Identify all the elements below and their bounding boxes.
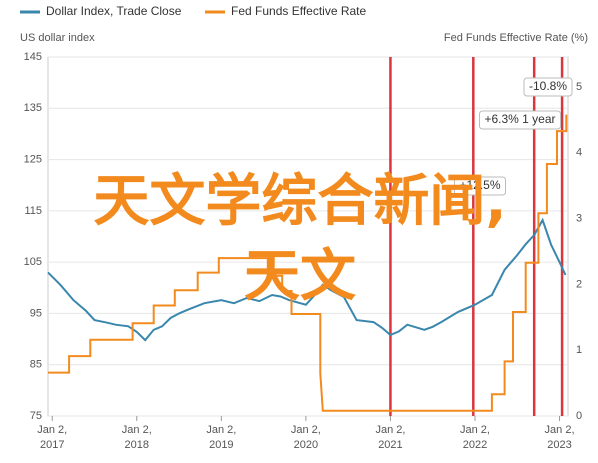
y2-tick-label: 0 bbox=[576, 410, 582, 422]
annotation: +6.3% 1 year bbox=[478, 110, 562, 130]
x-tick-label: Jan 2, 2022 bbox=[460, 424, 490, 451]
annotation: -10.8% bbox=[523, 77, 573, 97]
annotation-text: +12.5% bbox=[459, 178, 500, 192]
y2-tick-label: 1 bbox=[576, 344, 582, 356]
y-tick-label: 75 bbox=[30, 410, 42, 422]
legend-label: Dollar Index, Trade Close bbox=[46, 4, 182, 18]
x-tick-label: Jan 2, 2023 bbox=[545, 424, 575, 451]
y2-tick-label: 2 bbox=[576, 278, 582, 290]
x-tick-label: Jan 2, 2017 bbox=[37, 424, 67, 451]
annotation: +12.5% bbox=[453, 176, 507, 196]
legend-label: Fed Funds Effective Rate bbox=[231, 4, 367, 18]
y-tick-label: 145 bbox=[24, 51, 42, 63]
y-tick-label: 85 bbox=[30, 359, 42, 371]
y2-tick-label: 4 bbox=[576, 147, 582, 159]
annotation-box bbox=[453, 176, 507, 196]
annotation-text: +6.3% 1 year bbox=[484, 112, 555, 126]
watermark: 天文学综合新闻, bbox=[93, 169, 506, 234]
series-line bbox=[47, 217, 567, 342]
annotation-box bbox=[523, 77, 573, 97]
y-tick-label: 115 bbox=[24, 205, 42, 217]
y-tick-label: 95 bbox=[30, 307, 42, 319]
series-line bbox=[48, 114, 568, 412]
y-tick-label: 135 bbox=[24, 102, 42, 114]
annotation-box bbox=[478, 110, 562, 130]
y2-tick-label: 3 bbox=[576, 213, 582, 225]
x-tick-label: Jan 2, 2020 bbox=[291, 424, 321, 451]
x-tick-label: Jan 2, 2019 bbox=[206, 424, 236, 451]
y-tick-label: 125 bbox=[24, 153, 42, 165]
y-axis-label: US dollar index bbox=[20, 32, 95, 44]
annotation-text: -10.8% bbox=[529, 79, 567, 93]
y-tick-label: 105 bbox=[24, 256, 42, 268]
y2-tick-label: 5 bbox=[576, 81, 582, 93]
x-tick-label: Jan 2, 2018 bbox=[122, 424, 152, 451]
x-tick-label: Jan 2, 2021 bbox=[375, 424, 405, 451]
y2-axis-label: Fed Funds Effective Rate (%) bbox=[444, 32, 588, 44]
watermark: 天文 bbox=[244, 244, 356, 309]
